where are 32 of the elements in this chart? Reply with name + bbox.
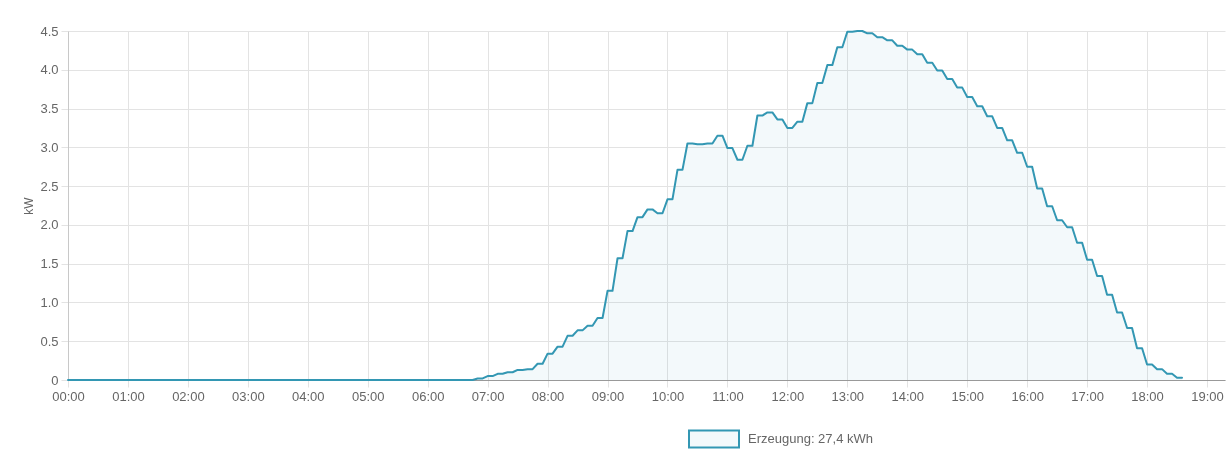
- x-tick-label: 10:00: [651, 388, 685, 404]
- x-tick-label: 11:00: [712, 388, 744, 404]
- x-tick-label: 06:00: [411, 388, 445, 404]
- x-tick-label: 07:00: [471, 388, 505, 404]
- y-tick-label: 2.5: [40, 178, 59, 194]
- x-tick-label: 15:00: [951, 388, 984, 404]
- legend-label: Erzeugung: 27,4 kWh: [748, 431, 874, 446]
- y-tick-label: 1.5: [40, 256, 59, 272]
- y-tick-label: 4.5: [40, 23, 59, 39]
- y-tick-label: 1.0: [40, 294, 59, 310]
- x-tick-label: 03:00: [232, 388, 265, 404]
- x-tick-label: 05:00: [351, 388, 385, 404]
- x-tick-label: 04:00: [292, 388, 325, 404]
- x-tick-label: 19:00: [1191, 388, 1224, 404]
- y-tick-label: 4.0: [40, 62, 59, 78]
- x-tick-label: 12:00: [771, 388, 805, 404]
- y-tick-label: 3.5: [40, 101, 59, 117]
- x-tick-label: 18:00: [1131, 388, 1164, 404]
- y-axis-title: kW: [22, 196, 37, 215]
- x-tick-label: 14:00: [891, 388, 925, 404]
- y-tick-label: 0.5: [40, 333, 59, 349]
- x-tick-label: 09:00: [591, 388, 625, 404]
- y-tick-label: 0: [51, 372, 59, 388]
- x-tick-label: 08:00: [531, 388, 565, 404]
- y-tick-label: 3.0: [40, 139, 59, 155]
- y-tick-label: 2.0: [40, 217, 59, 233]
- x-tick-label: 17:00: [1071, 388, 1104, 404]
- x-tick-label: 01:00: [112, 388, 145, 404]
- x-tick-label: 02:00: [172, 388, 205, 404]
- x-tick-label: 00:00: [52, 388, 85, 404]
- x-tick-label: 16:00: [1011, 388, 1044, 404]
- x-tick-label: 13:00: [831, 388, 865, 404]
